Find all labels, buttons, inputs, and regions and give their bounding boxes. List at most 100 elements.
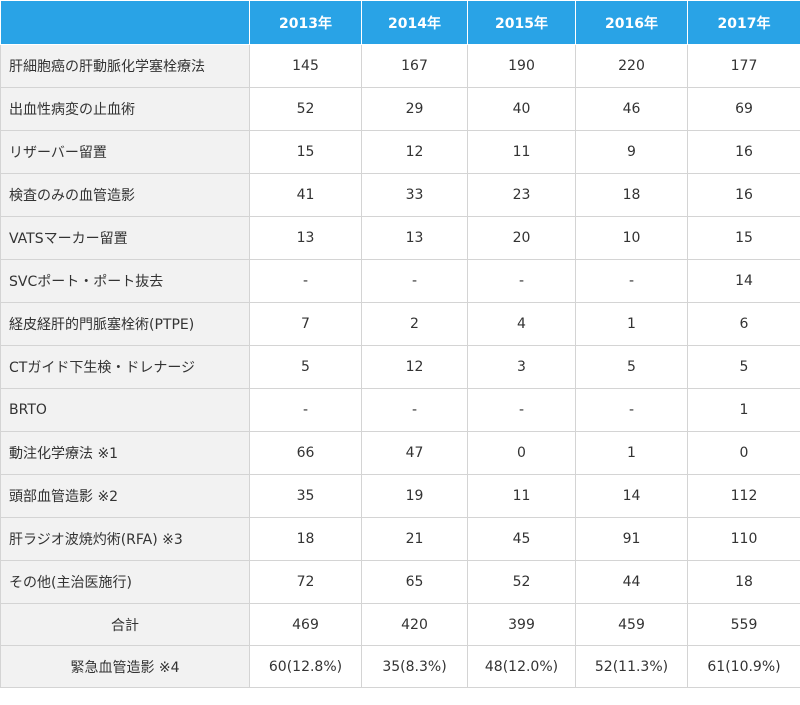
value-cell-2014: 12 (361, 130, 468, 174)
value-cell-2016: 9 (575, 130, 688, 174)
value-cell-2016: 52(11.3%) (575, 645, 688, 688)
value-cell-2013: - (249, 388, 362, 432)
value-cell-2017: 110 (687, 517, 800, 561)
row-label: 肝ラジオ波焼灼術(RFA) ※3 (0, 517, 250, 561)
table-row: 合計 469 420 399 459 559 (0, 603, 800, 646)
value-cell-2016: - (575, 259, 688, 303)
table-row: リザーバー留置 15 12 11 9 16 (0, 130, 800, 174)
row-label: その他(主治医施行) (0, 560, 250, 604)
value-cell-2015: 399 (467, 603, 576, 646)
value-cell-2017: 112 (687, 474, 800, 518)
value-cell-2017: 6 (687, 302, 800, 346)
value-cell-2015: 3 (467, 345, 576, 389)
header-corner-cell (0, 0, 250, 45)
value-cell-2013: - (249, 259, 362, 303)
value-cell-2014: 420 (361, 603, 468, 646)
value-cell-2014: 29 (361, 87, 468, 131)
row-label: CTガイド下生検・ドレナージ (0, 345, 250, 389)
header-year-2016: 2016年 (575, 0, 688, 45)
value-cell-2015: 40 (467, 87, 576, 131)
header-year-2017: 2017年 (687, 0, 800, 45)
value-cell-2017: 16 (687, 130, 800, 174)
value-cell-2017: 559 (687, 603, 800, 646)
table-row: CTガイド下生検・ドレナージ 5 12 3 5 5 (0, 345, 800, 389)
value-cell-2016: 1 (575, 302, 688, 346)
value-cell-2015: 190 (467, 44, 576, 88)
row-label: 緊急血管造影 ※4 (0, 645, 250, 688)
value-cell-2016: 220 (575, 44, 688, 88)
value-cell-2016: 10 (575, 216, 688, 260)
table-row: 肝細胞癌の肝動脈化学塞栓療法 145 167 190 220 177 (0, 44, 800, 88)
value-cell-2014: 2 (361, 302, 468, 346)
table-row: 動注化学療法 ※1 66 47 0 1 0 (0, 431, 800, 475)
value-cell-2014: 19 (361, 474, 468, 518)
value-cell-2014: 13 (361, 216, 468, 260)
row-label: SVCポート・ポート抜去 (0, 259, 250, 303)
value-cell-2013: 145 (249, 44, 362, 88)
value-cell-2014: 65 (361, 560, 468, 604)
value-cell-2017: 18 (687, 560, 800, 604)
value-cell-2014: 167 (361, 44, 468, 88)
value-cell-2017: 1 (687, 388, 800, 432)
row-label: 出血性病変の止血術 (0, 87, 250, 131)
value-cell-2013: 66 (249, 431, 362, 475)
header-year-2014: 2014年 (361, 0, 468, 45)
header-year-2013: 2013年 (249, 0, 362, 45)
value-cell-2015: 11 (467, 474, 576, 518)
row-label: BRTO (0, 388, 250, 432)
value-cell-2013: 41 (249, 173, 362, 217)
value-cell-2017: 16 (687, 173, 800, 217)
value-cell-2016: 459 (575, 603, 688, 646)
value-cell-2013: 13 (249, 216, 362, 260)
value-cell-2016: 44 (575, 560, 688, 604)
value-cell-2015: 4 (467, 302, 576, 346)
value-cell-2017: 15 (687, 216, 800, 260)
value-cell-2014: 33 (361, 173, 468, 217)
value-cell-2015: 52 (467, 560, 576, 604)
table-row: 経皮経肝的門脈塞栓術(PTPE) 7 2 4 1 6 (0, 302, 800, 346)
value-cell-2016: 1 (575, 431, 688, 475)
value-cell-2017: 14 (687, 259, 800, 303)
value-cell-2013: 72 (249, 560, 362, 604)
row-label: VATSマーカー留置 (0, 216, 250, 260)
value-cell-2017: 0 (687, 431, 800, 475)
value-cell-2013: 18 (249, 517, 362, 561)
value-cell-2015: 20 (467, 216, 576, 260)
value-cell-2014: 47 (361, 431, 468, 475)
value-cell-2016: - (575, 388, 688, 432)
value-cell-2015: 0 (467, 431, 576, 475)
value-cell-2017: 177 (687, 44, 800, 88)
value-cell-2013: 5 (249, 345, 362, 389)
value-cell-2017: 69 (687, 87, 800, 131)
table-row: 検査のみの血管造影 41 33 23 18 16 (0, 173, 800, 217)
table-row: SVCポート・ポート抜去 - - - -14 (0, 259, 800, 303)
row-label: 頭部血管造影 ※2 (0, 474, 250, 518)
value-cell-2014: 12 (361, 345, 468, 389)
row-label: 肝細胞癌の肝動脈化学塞栓療法 (0, 44, 250, 88)
table-row: 肝ラジオ波焼灼術(RFA) ※3 18 21 45 91 110 (0, 517, 800, 561)
value-cell-2015: - (467, 388, 576, 432)
value-cell-2013: 15 (249, 130, 362, 174)
value-cell-2017: 5 (687, 345, 800, 389)
table-row: 緊急血管造影 ※4 60(12.8%) 35(8.3%) 48(12.0%) 52(11… (0, 645, 800, 688)
value-cell-2015: 48(12.0%) (467, 645, 576, 688)
value-cell-2015: 45 (467, 517, 576, 561)
value-cell-2013: 35 (249, 474, 362, 518)
row-label: 検査のみの血管造影 (0, 173, 250, 217)
value-cell-2013: 7 (249, 302, 362, 346)
value-cell-2015: - (467, 259, 576, 303)
value-cell-2013: 60(12.8%) (249, 645, 362, 688)
value-cell-2014: 35(8.3%) (361, 645, 468, 688)
value-cell-2017: 61(10.9%) (687, 645, 800, 688)
value-cell-2014: - (361, 388, 468, 432)
value-cell-2016: 5 (575, 345, 688, 389)
row-label: リザーバー留置 (0, 130, 250, 174)
header-row: 2013年 2014年 2015年 2016年 2017年 (0, 0, 800, 45)
value-cell-2016: 46 (575, 87, 688, 131)
row-label: 経皮経肝的門脈塞栓術(PTPE) (0, 302, 250, 346)
table-row: VATSマーカー留置 13 13 20 10 15 (0, 216, 800, 260)
row-label: 動注化学療法 ※1 (0, 431, 250, 475)
row-label: 合計 (0, 603, 250, 646)
table-row: その他(主治医施行) 72 65 52 44 18 (0, 560, 800, 604)
value-cell-2013: 469 (249, 603, 362, 646)
